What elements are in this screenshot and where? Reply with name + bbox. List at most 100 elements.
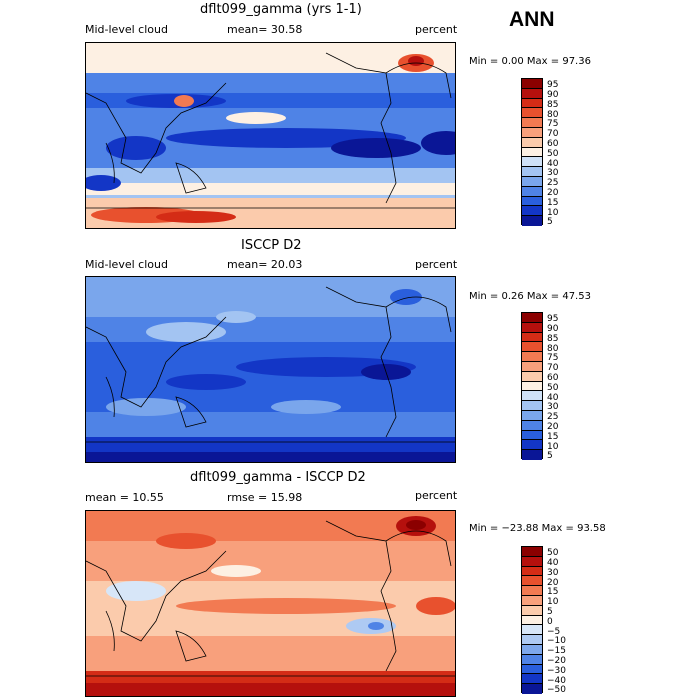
panel3-colorbar-swatch (522, 625, 542, 636)
panel2-map (85, 276, 456, 463)
panel3-colorbar-label: −50 (547, 685, 566, 695)
panel1-colorbar-swatch (522, 196, 542, 207)
panel1-colorbar-label: 40 (547, 159, 559, 169)
panel2-colorbar-swatch (522, 313, 542, 323)
panel2-colorbar-swatch (522, 381, 542, 392)
panel2-colorbar-label: 25 (547, 412, 559, 422)
panel1-colorbar-label: 50 (547, 149, 559, 159)
panel2-mean: mean= 20.03 (227, 258, 303, 271)
panel1-colorbar-label: 80 (547, 110, 559, 120)
panel2-colorbar-labels: 95 90 85 80 75 70 60 50 40 30 25 20 15 1… (547, 312, 587, 461)
panel1-units: percent (415, 23, 458, 36)
panel2-colorbar-label: 40 (547, 393, 559, 403)
panel1-colorbar-label: 15 (547, 198, 559, 208)
panel1-min-max: Min = 0.00 Max = 97.36 (469, 56, 591, 67)
panel1-colorbar-label: 25 (547, 178, 559, 188)
panel1-colorbar-swatch (522, 98, 542, 109)
panel3-map (85, 510, 456, 697)
panel2-colorbar-label: 15 (547, 432, 559, 442)
panel2-colorbar-label: 70 (547, 363, 559, 373)
panel3-colorbar-label: −10 (547, 636, 566, 646)
panel1-colorbar-labels: 95 90 85 80 75 70 60 50 40 30 25 20 15 1… (547, 78, 587, 227)
panel2-colorbar-label: 10 (547, 442, 559, 452)
panel3-mean: mean = 10.55 (85, 491, 164, 504)
panel3-colorbar-label: 30 (547, 568, 559, 578)
panel3-map-graphic (86, 511, 455, 696)
panel1-colorbar-label: 95 (547, 80, 559, 90)
panel2-colorbar-swatch (522, 430, 542, 441)
panel1-colorbar-swatch (522, 216, 542, 226)
panel3-colorbar-swatch (522, 644, 542, 655)
panel2-colorbar-label: 20 (547, 422, 559, 432)
panel3-colorbar-label: −30 (547, 666, 566, 676)
panel2-colorbar-swatch (522, 401, 542, 411)
panel3-colorbar-labels: 50 40 30 20 15 10 5 0 −5 −10 −15 −20 −30… (547, 546, 587, 695)
panel2-title: ISCCP D2 (241, 238, 302, 253)
panel3-colorbar (521, 546, 543, 694)
panel1-colorbar-swatch (522, 176, 542, 187)
panel3-colorbar-swatch (522, 595, 542, 606)
panel1-colorbar-swatch (522, 206, 542, 217)
panel3-colorbar-swatch (522, 605, 542, 616)
panel3-colorbar-label: −40 (547, 676, 566, 686)
panel1-colorbar-swatch (522, 118, 542, 128)
panel2-colorbar-swatch (522, 332, 542, 343)
panel3-colorbar-label: −15 (547, 646, 566, 656)
panel1-colorbar-swatch (522, 167, 542, 177)
panel2-colorbar-swatch (522, 342, 542, 353)
panel2-map-graphic (86, 277, 455, 462)
panel2-colorbar-swatch (522, 440, 542, 451)
panel1-colorbar-swatch (522, 137, 542, 148)
panel3-colorbar-swatch (522, 556, 542, 567)
panel3-colorbar-label: 50 (547, 548, 559, 558)
panel3-colorbar-label: 20 (547, 578, 559, 588)
panel1-colorbar (521, 78, 543, 226)
panel1-colorbar-label: 5 (547, 217, 553, 227)
panel3-colorbar-label: −20 (547, 656, 566, 666)
panel3-colorbar-label: 15 (547, 587, 559, 597)
panel1-colorbar-swatch (522, 157, 542, 168)
panel1-colorbar-label: 85 (547, 100, 559, 110)
panel3-colorbar-swatch (522, 635, 542, 645)
panel1-field-label: Mid-level cloud (85, 23, 168, 36)
panel1-colorbar-swatch (522, 108, 542, 119)
panel2-colorbar-label: 5 (547, 451, 553, 461)
panel1-colorbar-label: 60 (547, 139, 559, 149)
panel3-colorbar-label: 5 (547, 607, 553, 617)
panel1-colorbar-label: 70 (547, 129, 559, 139)
panel2-colorbar-label: 75 (547, 353, 559, 363)
panel1-colorbar-swatch (522, 186, 542, 197)
panel3-colorbar-label: 10 (547, 597, 559, 607)
panel3-title: dflt099_gamma - ISCCP D2 (190, 470, 366, 485)
panel2-colorbar-label: 50 (547, 383, 559, 393)
panel2-colorbar-swatch (522, 361, 542, 372)
panel1-colorbar-label: 20 (547, 188, 559, 198)
panel1-colorbar-label: 75 (547, 119, 559, 129)
panel2-colorbar-swatch (522, 450, 542, 460)
panel2-units: percent (415, 258, 458, 271)
panel1-mean: mean= 30.58 (227, 23, 303, 36)
panel3-colorbar-swatch (522, 615, 542, 626)
panel2-colorbar-label: 30 (547, 402, 559, 412)
season-label: ANN (509, 8, 555, 31)
panel1-map-graphic (86, 43, 455, 228)
panel2-colorbar-label: 90 (547, 324, 559, 334)
panel3-colorbar-swatch (522, 576, 542, 587)
panel2-colorbar-swatch (522, 322, 542, 333)
panel3-colorbar-swatch (522, 566, 542, 577)
panel2-colorbar-label: 95 (547, 314, 559, 324)
panel3-colorbar-label: 40 (547, 558, 559, 568)
panel3-colorbar-swatch (522, 586, 542, 596)
panel2-field-label: Mid-level cloud (85, 258, 168, 271)
panel1-colorbar-swatch (522, 127, 542, 138)
panel2-colorbar-label: 85 (547, 334, 559, 344)
panel3-units: percent (415, 489, 458, 502)
panel1-colorbar-swatch (522, 147, 542, 158)
panel2-min-max: Min = 0.26 Max = 47.53 (469, 291, 591, 302)
panel1-colorbar-swatch (522, 88, 542, 99)
panel2-colorbar-swatch (522, 410, 542, 421)
panel2-colorbar-swatch (522, 352, 542, 362)
panel3-rmse: rmse = 15.98 (227, 491, 303, 504)
panel3-colorbar-swatch (522, 654, 542, 665)
panel2-colorbar (521, 312, 543, 460)
